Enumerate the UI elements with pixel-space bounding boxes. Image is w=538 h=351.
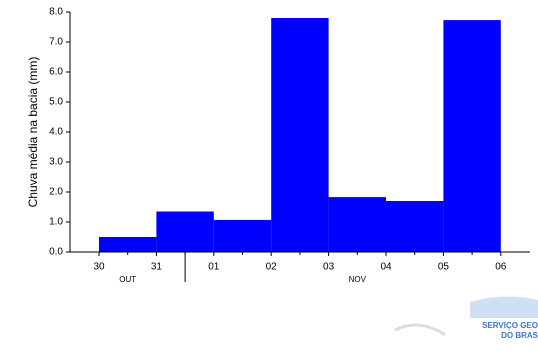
bar [328, 197, 386, 252]
y-tick-label: 1.0 [49, 217, 63, 228]
bar [213, 219, 272, 252]
logo-shape [394, 323, 446, 337]
logo-text: SERVIÇO GEO [482, 321, 538, 330]
y-tick-label: 0.0 [49, 247, 63, 258]
bar [156, 211, 214, 252]
bar [99, 237, 157, 252]
y-tick-label: 7.0 [49, 37, 63, 48]
y-tick-label: 5.0 [49, 97, 63, 108]
logo-shape [470, 296, 538, 318]
y-tick-label: 8.0 [49, 7, 63, 18]
x-tick-label: 01 [208, 262, 220, 273]
month-label: NOV [349, 275, 367, 284]
x-tick-label: 31 [151, 262, 163, 273]
y-tick-label: 6.0 [49, 67, 63, 78]
x-tick-label: 05 [438, 262, 450, 273]
y-tick-label: 2.0 [49, 187, 63, 198]
bar [386, 201, 444, 252]
x-tick-label: 06 [495, 262, 507, 273]
y-tick-label: 3.0 [49, 157, 63, 168]
y-axis-label: Chuva média na bacia (mm) [26, 57, 40, 208]
x-tick-label: 02 [266, 262, 278, 273]
y-tick-label: 4.0 [49, 127, 63, 138]
x-tick-label: 04 [380, 262, 392, 273]
bar [443, 20, 501, 252]
logo-text: DO BRAS [501, 331, 538, 340]
bar [271, 18, 329, 252]
month-label: OUT [119, 275, 136, 284]
x-tick-label: 03 [323, 262, 335, 273]
x-tick-label: 30 [93, 262, 105, 273]
